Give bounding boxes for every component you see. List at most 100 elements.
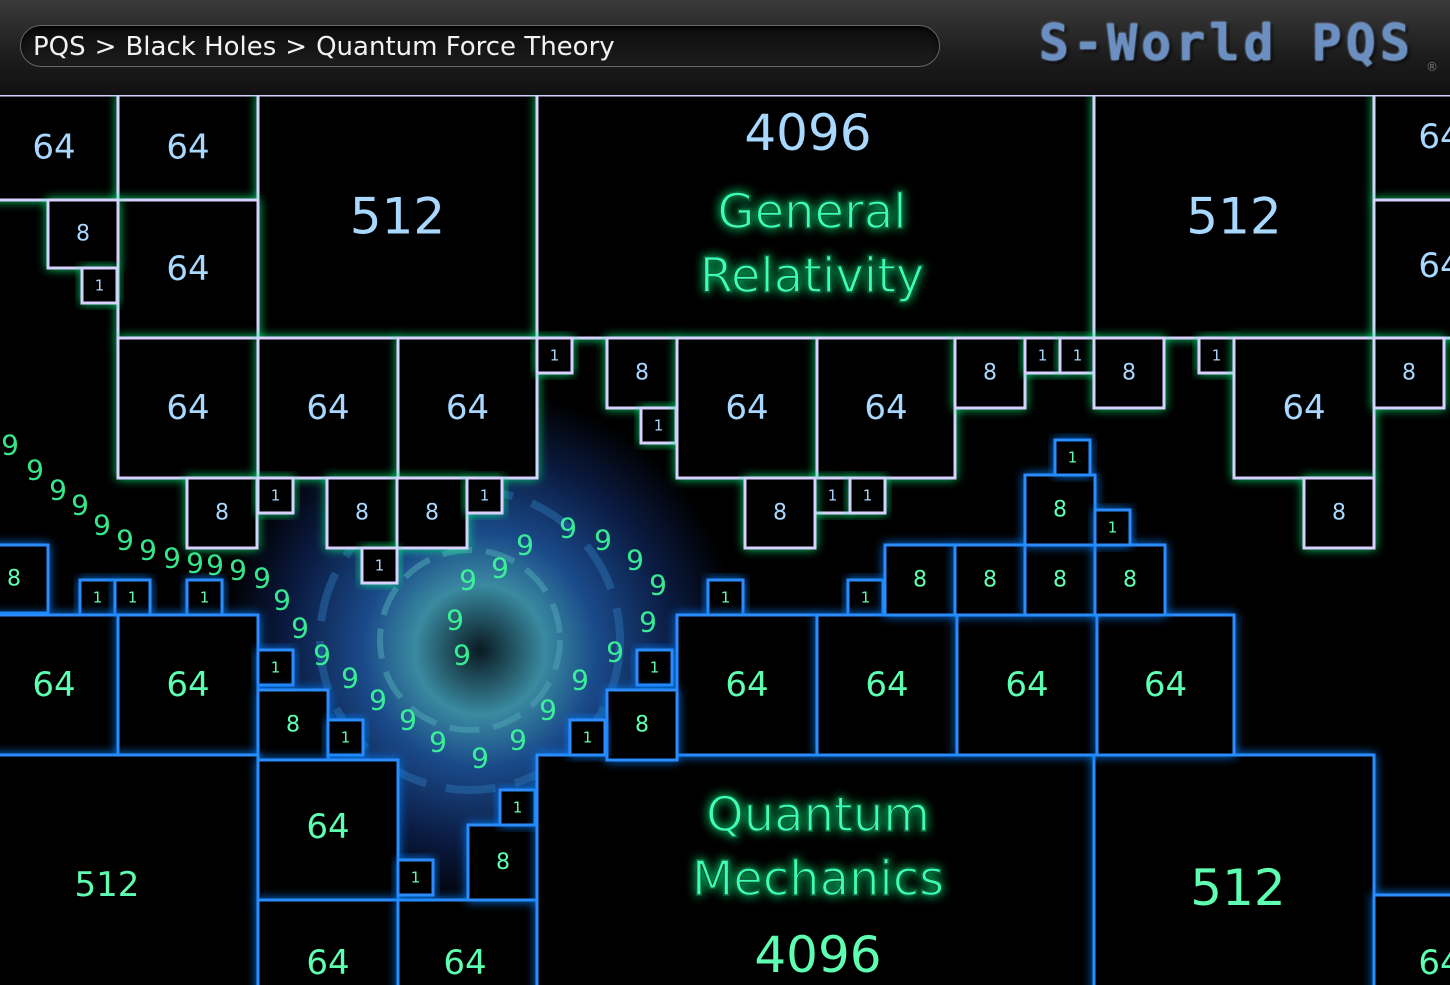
box-label: 8 <box>425 501 439 526</box>
box-label: 64 <box>306 807 349 847</box>
breadcrumb-separator: > <box>285 32 308 62</box>
spiral-digit: 9 <box>26 454 44 487</box>
box-label: 8 <box>1332 501 1346 526</box>
box-label: 64 <box>1144 665 1187 705</box>
box-label: 1 <box>721 589 731 607</box>
box-label: 8 <box>913 568 927 593</box>
box <box>1092 753 1376 985</box>
box-label: 8 <box>1122 361 1136 386</box>
box-label: 64 <box>865 665 908 705</box>
box <box>0 753 260 985</box>
box-label: 1 <box>411 869 421 887</box>
box-label: 8 <box>635 713 649 738</box>
box-label: 1 <box>128 589 138 607</box>
box-label: 8 <box>215 501 229 526</box>
box <box>80 266 119 305</box>
quantum-boxes: 8 1 1 1 64 64 1 8 1 512 64 64 64 1 8 1 4096 512 64 1 1 64 64 64… <box>0 438 1450 985</box>
spiral-digit: 9 <box>186 547 204 580</box>
box-label: 1 <box>863 487 873 505</box>
box <box>1092 336 1166 410</box>
box-label: 1 <box>341 729 351 747</box>
box-label: 64 <box>446 388 489 428</box>
box-label: 8 <box>1053 498 1067 523</box>
box <box>605 336 679 410</box>
box-label: 8 <box>1053 568 1067 593</box>
box-label: 64 <box>443 943 486 983</box>
box <box>1023 336 1062 375</box>
breadcrumb-link[interactable]: Black Holes <box>125 32 277 62</box>
box <box>1372 198 1450 340</box>
box-label: 8 <box>1123 568 1137 593</box>
box <box>1095 613 1236 757</box>
box <box>185 476 259 550</box>
box <box>743 476 817 550</box>
title-line: General <box>717 184 906 240</box>
box <box>256 758 400 902</box>
box <box>256 476 295 515</box>
box <box>1372 336 1446 410</box>
box <box>1302 476 1376 550</box>
box-label: 64 <box>1418 117 1450 157</box>
spiral-digit: 9 <box>429 726 447 759</box>
spiral-digit: 9 <box>649 569 667 602</box>
box <box>1372 893 1450 985</box>
box-label: 8 <box>355 501 369 526</box>
box <box>256 336 400 480</box>
box <box>1053 438 1092 477</box>
box <box>813 476 852 515</box>
box <box>325 476 399 550</box>
spiral-digit: 9 <box>453 639 471 672</box>
box-label: 64 <box>864 388 907 428</box>
breadcrumb-link[interactable]: PQS <box>33 32 86 62</box>
box-label: 1 <box>650 659 660 677</box>
spiral-digit: 9 <box>399 704 417 737</box>
logo[interactable]: S-World PQS <box>1038 14 1414 72</box>
box <box>256 95 539 340</box>
breadcrumb: PQS > Black Holes > Quantum Force Theory <box>20 25 940 67</box>
box-label: 1 <box>513 799 523 817</box>
spiral-digit: 9 <box>291 612 309 645</box>
box <box>256 898 400 985</box>
title-line: Quantum <box>706 787 930 843</box>
spiral-digit: 9 <box>93 509 111 542</box>
box-label: 64 <box>1418 943 1450 983</box>
box <box>0 543 50 615</box>
box-label: 64 <box>166 128 209 168</box>
box-label: 8 <box>76 222 90 247</box>
box <box>815 336 957 480</box>
box-label: 512 <box>1190 859 1285 917</box>
header-bar: PQS > Black Holes > Quantum Force Theory S-W… <box>0 0 1450 96</box>
spiral-digit: 9 <box>516 529 534 562</box>
spiral-digit: 9 <box>116 524 134 557</box>
box-label: 1 <box>375 557 385 575</box>
box-label: 1 <box>861 589 871 607</box>
box <box>116 95 260 202</box>
box-label: 8 <box>286 713 300 738</box>
box-label: 8 <box>7 567 21 592</box>
spiral-digit: 9 <box>313 639 331 672</box>
box-label: 1 <box>1073 347 1083 365</box>
box-label: 8 <box>1402 361 1416 386</box>
box <box>326 718 365 757</box>
spiral-digit: 9 <box>273 584 291 617</box>
box <box>848 476 887 515</box>
box-label: 1 <box>828 487 838 505</box>
box <box>1232 336 1376 480</box>
spiral-digit: 9 <box>459 564 477 597</box>
box <box>535 336 574 375</box>
spiral-digit: 9 <box>559 512 577 545</box>
box-label: 512 <box>350 188 445 246</box>
box <box>635 648 674 687</box>
box-label: 1 <box>1212 347 1222 365</box>
box <box>396 898 540 985</box>
box-label: 1 <box>654 417 664 435</box>
spiral-digit: 9 <box>471 742 489 775</box>
relativity-boxes: 64 64 512 4096 512 64 64 64 8 1 64 64 64 1 8 1 64 64 8 1 1 8 1… <box>0 95 1450 585</box>
box-label: 64 <box>1005 665 1048 705</box>
spiral-digit: 9 <box>571 664 589 697</box>
spiral-digit: 9 <box>1 429 19 462</box>
box <box>1093 543 1167 617</box>
spiral-digit: 9 <box>49 474 67 507</box>
box <box>256 648 295 687</box>
